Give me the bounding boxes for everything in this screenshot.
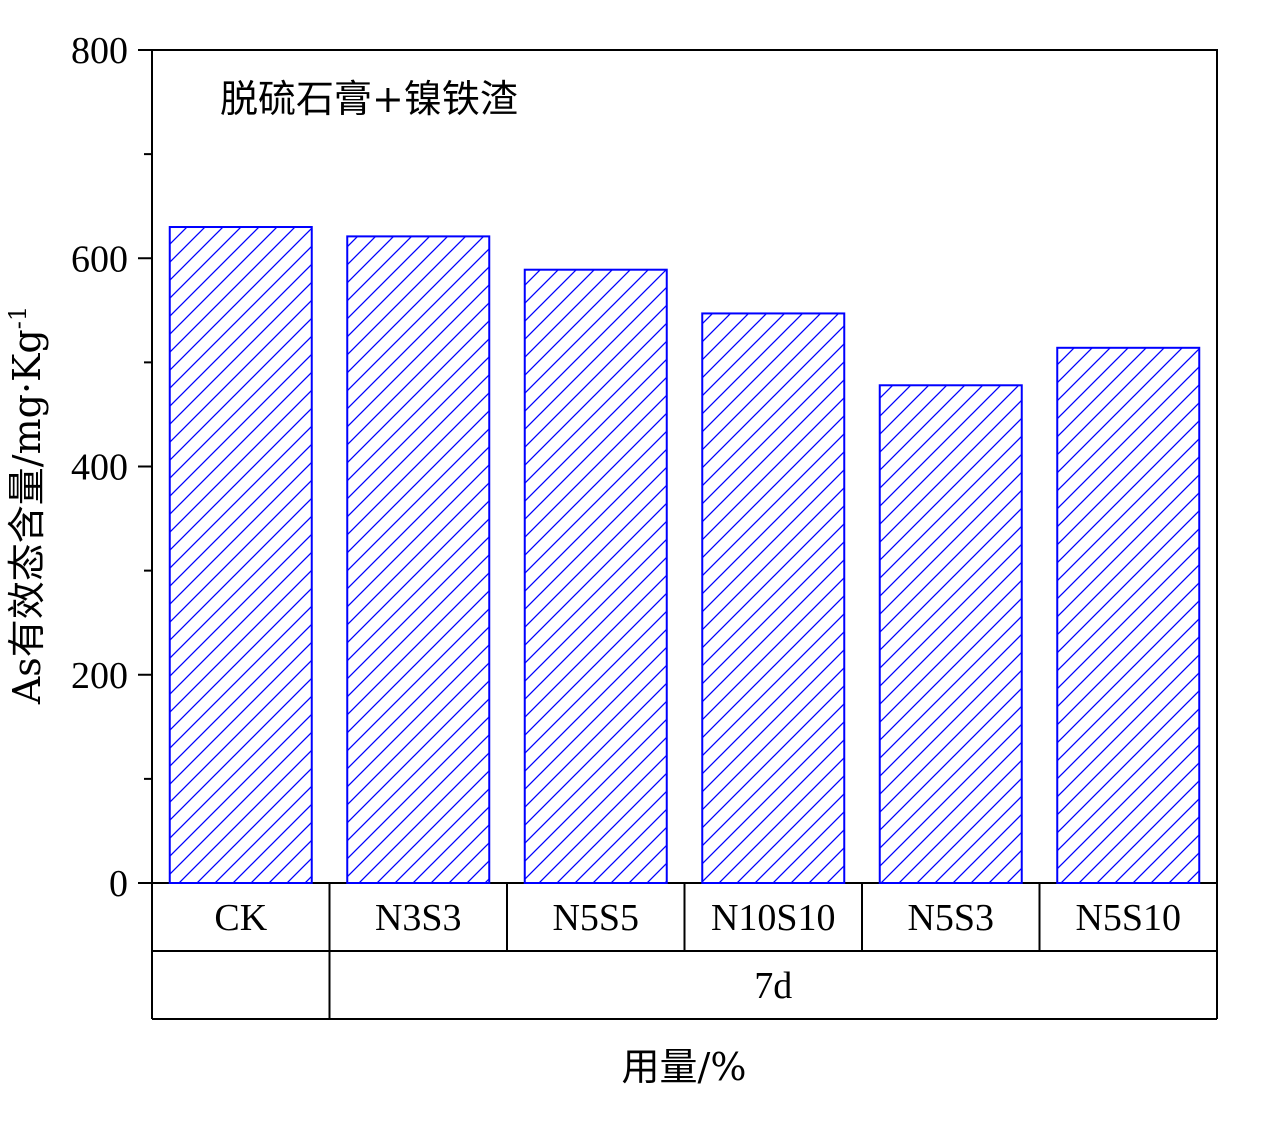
bar-n10s10 [701, 312, 846, 884]
y-axis: 0 200 400 600 800 [71, 30, 152, 905]
y-tick-label: 800 [71, 30, 128, 72]
x-axis-title: 用量/% [622, 1045, 747, 1089]
x-tick-label-n5s10: N5S10 [1075, 897, 1181, 939]
y-axis-title-text: As有效态含量/mg·Kg [5, 329, 49, 705]
bar-n3s3 [346, 235, 491, 885]
bar-n5s10 [1056, 346, 1201, 884]
x-tick-label-n3s3: N3S3 [375, 897, 462, 939]
y-axis-title: As有效态含量/mg·Kg-1 [4, 306, 49, 705]
bar-n5s3 [878, 384, 1023, 884]
bars-group [168, 226, 1201, 885]
bar-ck [168, 226, 313, 884]
x-tick-label-ck: CK [214, 897, 267, 939]
y-tick-label: 200 [71, 655, 128, 697]
group-label: 7d [754, 965, 792, 1007]
y-tick-label: 600 [71, 238, 128, 280]
y-axis-title-superscript: -1 [4, 306, 32, 329]
x-tick-label-n5s3: N5S3 [907, 897, 994, 939]
y-tick-label: 0 [109, 863, 128, 905]
x-tick-label-n5s5: N5S5 [552, 897, 639, 939]
chart-annotation: 脱硫石膏+镍铁渣 [220, 77, 518, 121]
y-tick-label: 400 [71, 447, 128, 489]
category-table: CK N3S3 N5S5 N10S10 N5S3 N5S10 7d [151, 883, 1218, 1020]
x-tick-label-n10s10: N10S10 [711, 897, 836, 939]
bar-n5s5 [523, 268, 668, 884]
